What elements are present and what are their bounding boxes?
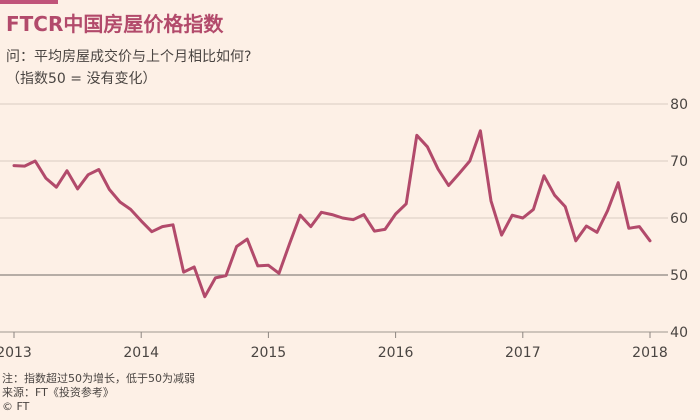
y-tick-label: 50 [670,268,688,284]
y-tick-label: 80 [670,97,688,113]
footer-note: 注：指数超过50为增长，低于50为减弱 [2,372,195,385]
grid-lines [0,103,668,333]
footer-copyright: © FT [2,400,30,413]
x-tick-label: 2013 [0,345,32,361]
subtitle-question: 问：平均房屋成交价与上个月相比如何? [6,49,252,65]
footer-source: 来源：FT《投资参考》 [2,386,114,399]
chart-title: FTCR中国房屋价格指数 [6,12,224,36]
series-layer [12,129,652,299]
chart-subtitle: 问：平均房屋成交价与上个月相比如何? （指数50 = 没有变化） [6,46,251,90]
brand-accent-bar [0,0,58,4]
y-axis-labels: 40 50 60 70 80 [670,97,688,341]
subtitle-index-note: （指数50 = 没有变化） [6,71,157,87]
y-tick-label: 60 [670,211,688,227]
footer: 注：指数超过50为增长，低于50为减弱 来源：FT《投资参考》 © FT [2,372,195,414]
x-axis-ticks [13,332,651,338]
x-axis-labels: 2013 2014 2015 2016 2017 2018 [0,345,668,361]
x-tick-label: 2018 [632,345,668,361]
x-tick-label: 2014 [123,345,159,361]
y-tick-label: 70 [670,154,688,170]
x-tick-label: 2017 [505,345,541,361]
x-tick-label: 2016 [378,345,414,361]
y-tick-label: 40 [670,325,688,341]
series-line-house-price-index [12,129,652,299]
x-tick-label: 2015 [251,345,287,361]
